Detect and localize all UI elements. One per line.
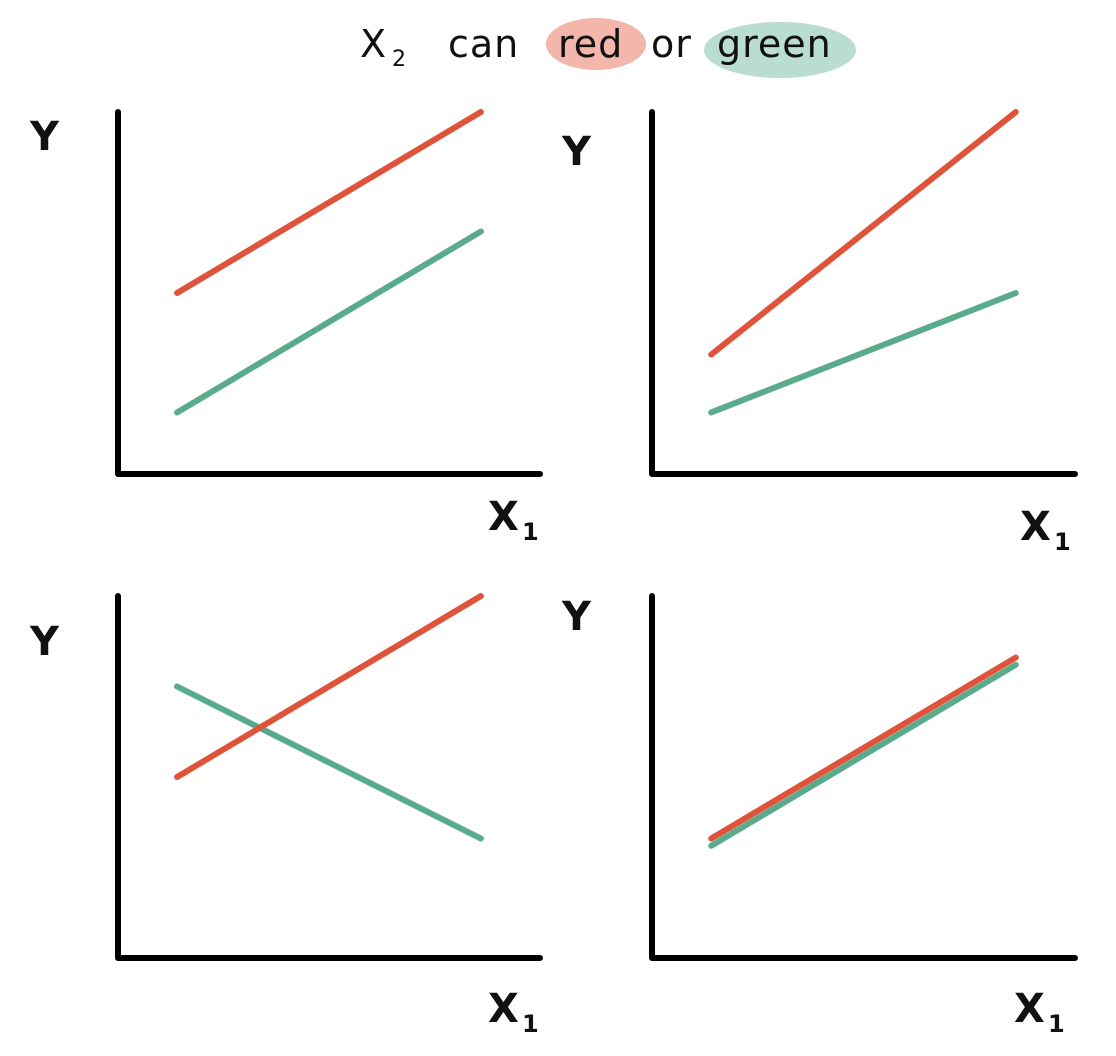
- red-series-line: [708, 109, 1019, 358]
- axes: [115, 109, 543, 477]
- green-series-line: [708, 661, 1019, 849]
- panel-bottom-left: Y X 1: [29, 593, 543, 1038]
- x-axis-label: X: [1020, 504, 1051, 550]
- axes: [115, 593, 543, 961]
- panel-top-right: Y X 1: [561, 109, 1078, 556]
- x-axis-label-subscript: 1: [1054, 528, 1071, 556]
- red-highlight: [546, 18, 646, 70]
- y-axis-label: Y: [561, 594, 592, 640]
- green-series-line: [174, 228, 484, 416]
- green-highlight: [704, 22, 856, 78]
- series-lines: [708, 109, 1019, 416]
- title-or: or: [651, 22, 692, 66]
- x-axis-label: X: [488, 986, 519, 1032]
- series-lines: [708, 654, 1019, 849]
- green-series-line: [174, 683, 484, 842]
- series-lines: [174, 593, 484, 842]
- y-axis-label: Y: [29, 619, 60, 665]
- red-series-line: [174, 109, 484, 296]
- panel-bottom-right: Y X 1: [561, 593, 1078, 1038]
- x-axis-label-subscript: 1: [522, 1010, 539, 1038]
- x-axis-label-subscript: 1: [522, 518, 539, 546]
- axes: [649, 109, 1078, 477]
- y-axis-label: Y: [561, 129, 592, 175]
- x-axis-label: X: [488, 494, 519, 540]
- red-series-line: [708, 654, 1019, 842]
- y-axis-label: Y: [29, 114, 60, 160]
- green-series-line: [708, 290, 1019, 416]
- axes: [649, 593, 1078, 961]
- red-series-line: [174, 593, 484, 780]
- title-var: X: [360, 22, 387, 66]
- title-can: can: [448, 22, 519, 66]
- title-green: green: [717, 22, 832, 66]
- series-lines: [174, 109, 484, 416]
- title-red: red: [558, 22, 623, 66]
- panel-top-left: Y X 1: [29, 109, 543, 546]
- x-axis-label: X: [1014, 986, 1045, 1032]
- x-axis-label-subscript: 1: [1048, 1010, 1065, 1038]
- title-var-subscript: 2: [392, 47, 406, 72]
- title: X 2 can red or green: [360, 18, 856, 78]
